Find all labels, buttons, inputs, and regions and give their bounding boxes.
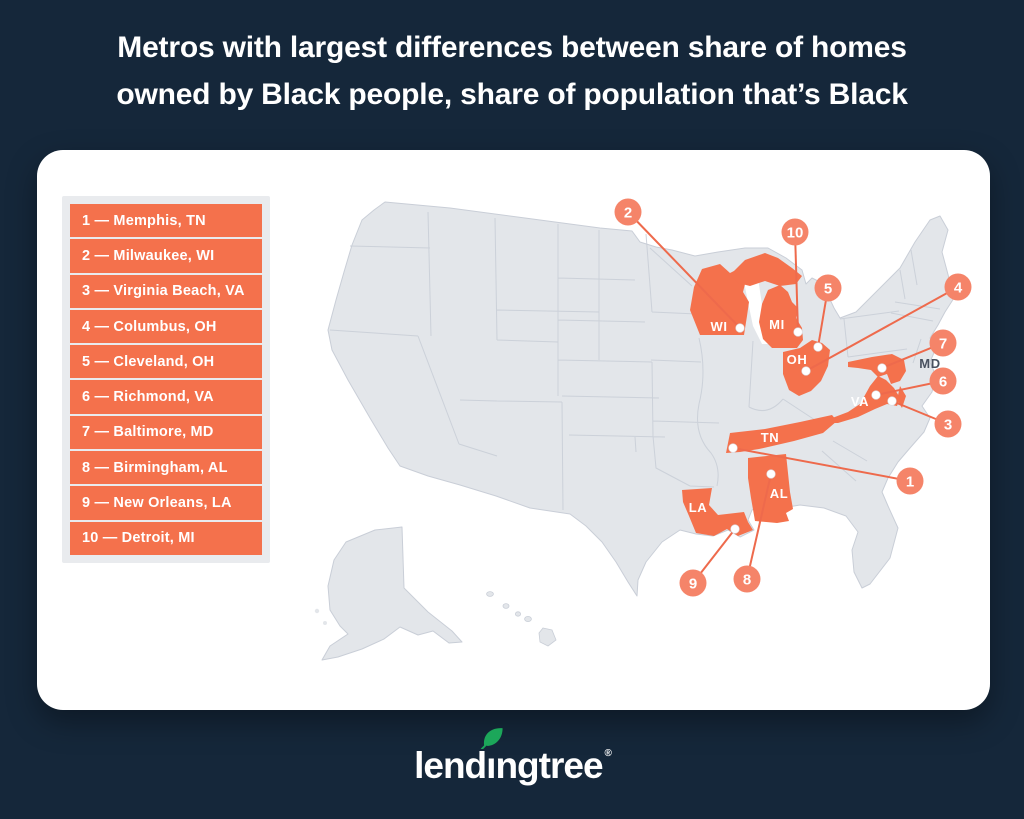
marker-4-number: 4: [954, 280, 963, 297]
legend-item-6: 6 — Richmond, VA: [70, 380, 262, 414]
state-virginia-shape: [819, 376, 900, 423]
registered-mark: ®: [604, 748, 612, 759]
state-label-va: VA: [851, 394, 869, 409]
legend-item-label: 4 — Columbus, OH: [82, 318, 217, 335]
marker-2-badge: [614, 198, 642, 226]
map-card: 1 — Memphis, TN 2 — Milwaukee, WI 3 — Vi…: [37, 150, 990, 710]
legend-item-label: 8 — Birmingham, AL: [82, 459, 228, 476]
marker-8-badge: [733, 565, 761, 593]
city-dot-columbus: [801, 366, 811, 376]
city-dot-detroit: [793, 327, 803, 337]
alaska-island: [314, 608, 320, 614]
state-label-la: LA: [689, 500, 708, 515]
marker-9-number: 9: [689, 576, 697, 593]
legend-item-3: 3 — Virginia Beach, VA: [70, 274, 262, 308]
city-dot-cleveland: [813, 342, 823, 352]
legend-item-label: 1 — Memphis, TN: [82, 212, 206, 229]
marker-10-badge: [781, 218, 809, 246]
logo-wordmark: lend ıngtree: [414, 728, 604, 786]
marker-8-line: [746, 473, 772, 580]
city-dots: [728, 323, 897, 534]
us-map: WI MI OH VA TN AL LA MD: [314, 198, 972, 661]
alaska-island: [323, 621, 327, 625]
state-alabama-shape: [748, 454, 793, 523]
state-wisconsin-shape: [690, 264, 749, 335]
marker-5-number: 5: [824, 281, 832, 298]
state-michigan-upper-shape: [730, 253, 802, 286]
city-dot-memphis: [728, 443, 738, 453]
marker-3-badge: [934, 410, 962, 438]
marker-5-badge: [814, 274, 842, 302]
alaska-shape: [321, 526, 463, 661]
state-tennessee-shape: [726, 415, 837, 453]
legend-item-4: 4 — Columbus, OH: [70, 309, 262, 344]
legend-item-7: 7 — Baltimore, MD: [70, 415, 262, 450]
marker-8-number: 8: [743, 572, 751, 589]
legend-item-label: 2 — Milwaukee, WI: [82, 247, 215, 264]
city-dot-milwaukee: [735, 323, 745, 333]
marker-7-badge: [929, 329, 957, 357]
legend-item-8: 8 — Birmingham, AL: [70, 451, 262, 485]
marker-2-number: 2: [624, 205, 632, 222]
state-label-md: MD: [919, 356, 940, 371]
leaf-icon: [480, 728, 503, 749]
title-line-2: owned by Black people, share of populati…: [116, 78, 908, 111]
state-label-wi: WI: [710, 319, 727, 334]
page-title: Metros with largest differences between …: [0, 24, 1024, 118]
legend-item-label: 3 — Virginia Beach, VA: [82, 283, 245, 300]
city-dot-new-orleans: [730, 524, 740, 534]
state-label-al: AL: [770, 486, 789, 501]
marker-4-line: [805, 286, 959, 372]
logo-text-i: ı: [486, 745, 496, 786]
city-dot-birmingham: [766, 469, 776, 479]
legend-item-1: 1 — Memphis, TN: [70, 204, 262, 238]
city-dot-virginia-beach: [887, 396, 897, 406]
marker-7-number: 7: [939, 336, 947, 353]
city-dot-baltimore: [877, 363, 887, 373]
legend-item-9: 9 — New Orleans, LA: [70, 486, 262, 520]
legend-panel: 1 — Memphis, TN 2 — Milwaukee, WI 3 — Vi…: [62, 196, 270, 563]
state-label-tn: TN: [761, 430, 780, 445]
marker-1-number: 1: [906, 474, 914, 491]
city-dot-richmond: [871, 390, 881, 400]
state-label-mi: MI: [769, 317, 785, 332]
marker-6-number: 6: [939, 374, 947, 391]
marker-9-badge: [679, 569, 707, 597]
logo-text-lend: lend: [414, 745, 487, 786]
state-louisiana-shape: [682, 488, 753, 536]
hawaii-islands: [486, 591, 557, 647]
marker-10-number: 10: [787, 225, 804, 242]
logo-letter-i: ı: [480, 728, 503, 786]
marker-1-badge: [896, 467, 924, 495]
legend-item-label: 5 — Cleveland, OH: [82, 353, 215, 370]
state-maryland-shape: [848, 354, 906, 384]
legend-item-label: 7 — Baltimore, MD: [82, 424, 214, 441]
logo-text-ngtree: ngtree: [495, 745, 603, 786]
legend-item-label: 9 — New Orleans, LA: [82, 495, 232, 512]
legend-item-label: 6 — Richmond, VA: [82, 389, 214, 406]
title-line-1: Metros with largest differences between …: [117, 31, 907, 64]
marker-10-line: [794, 231, 799, 333]
marker-1-line: [732, 447, 911, 482]
marker-3-number: 3: [944, 417, 952, 434]
state-label-oh: OH: [787, 352, 808, 367]
marker-4-badge: [944, 273, 972, 301]
legend-item-10: 10 — Detroit, MI: [70, 521, 262, 555]
legend-item-label: 10 — Detroit, MI: [82, 530, 195, 547]
state-borders: [329, 211, 941, 511]
lendingtree-logo: lend ıngtree ®: [0, 728, 1024, 786]
legend-item-2: 2 — Milwaukee, WI: [70, 239, 262, 273]
state-michigan-shape: [759, 285, 803, 348]
marker-6-badge: [929, 367, 957, 395]
marker-badges: 1 2 3 4 5 6 7 8 9 10: [614, 198, 972, 597]
marker-2-line: [627, 211, 741, 329]
state-virginia-eastern-shore-shape: [897, 386, 906, 408]
legend-item-5: 5 — Cleveland, OH: [70, 345, 262, 379]
